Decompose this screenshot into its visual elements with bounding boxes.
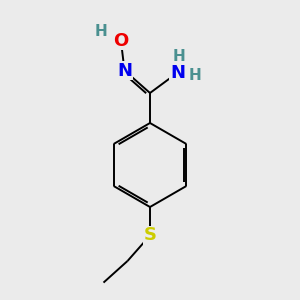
Text: H: H xyxy=(173,49,185,64)
Text: H: H xyxy=(189,68,201,83)
Text: N: N xyxy=(170,64,185,82)
Text: S: S xyxy=(143,226,157,244)
Text: H: H xyxy=(95,24,108,39)
Text: N: N xyxy=(117,61,132,80)
Text: O: O xyxy=(113,32,128,50)
